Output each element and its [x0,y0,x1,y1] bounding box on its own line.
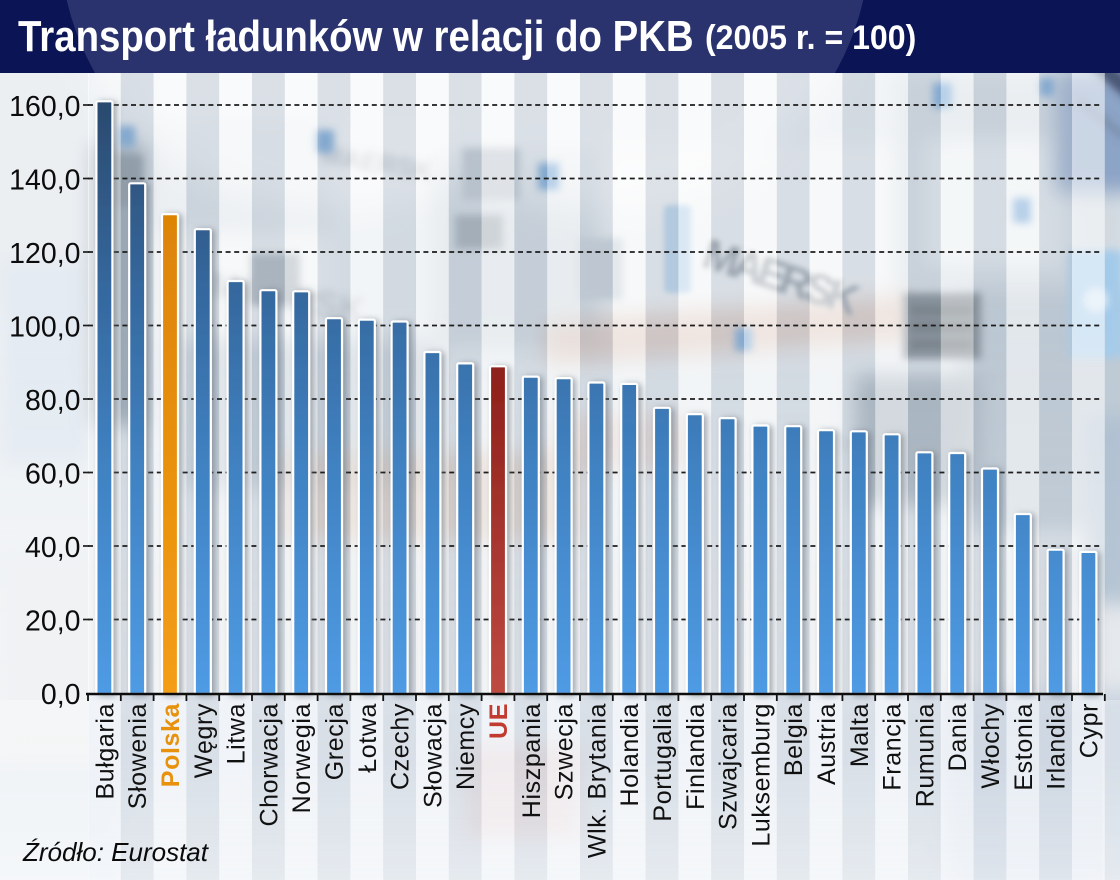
svg-text:Transport ładunków w relacji d: Transport ładunków w relacji do PKB [18,12,694,61]
svg-text:100,0: 100,0 [9,312,80,344]
svg-text:Luksemburg: Luksemburg [747,703,775,847]
svg-text:Norwegia: Norwegia [288,703,316,813]
svg-text:Bułgaria: Bułgaria [91,703,119,800]
svg-text:Niemcy: Niemcy [452,703,480,790]
svg-text:Polska: Polska [157,703,185,788]
svg-text:60,0: 60,0 [25,459,80,491]
svg-text:Austria: Austria [813,703,841,785]
svg-text:Czechy: Czechy [387,703,415,790]
svg-text:120,0: 120,0 [9,238,80,270]
svg-text:Francja: Francja [879,703,907,791]
svg-text:Chorwacja: Chorwacja [255,703,283,827]
svg-text:Belgia: Belgia [780,703,808,776]
svg-text:Finlandia: Finlandia [682,703,710,810]
svg-text:Włochy: Włochy [977,703,1005,789]
svg-text:Źródło: Eurostat: Źródło: Eurostat [22,837,210,867]
svg-text:Hiszpania: Hiszpania [518,703,546,818]
svg-text:40,0: 40,0 [25,532,80,564]
svg-text:Cypr: Cypr [1075,703,1103,758]
svg-text:Holandia: Holandia [616,703,644,806]
svg-text:Wlk. Brytania: Wlk. Brytania [583,703,611,858]
svg-text:160,0: 160,0 [9,91,80,123]
svg-text:Dania: Dania [944,703,972,771]
svg-text:140,0: 140,0 [9,165,80,197]
svg-text:Słowacja: Słowacja [419,703,447,808]
svg-text:Irlandia: Irlandia [1043,703,1071,790]
svg-text:Szwajcaria: Szwajcaria [715,703,743,830]
svg-text:Grecja: Grecja [321,703,349,780]
svg-text:(2005 r. = 100): (2005 r. = 100) [705,19,916,57]
svg-text:UE: UE [485,703,513,739]
svg-text:Słowenia: Słowenia [124,703,152,809]
svg-text:0,0: 0,0 [41,679,81,711]
svg-text:Estonia: Estonia [1010,703,1038,791]
svg-text:Rumunia: Rumunia [911,703,939,807]
svg-text:Węgry: Węgry [190,703,218,778]
svg-text:Szwecja: Szwecja [551,703,579,800]
svg-text:20,0: 20,0 [25,606,80,638]
svg-text:80,0: 80,0 [25,385,80,417]
svg-text:Litwa: Litwa [223,703,251,764]
svg-text:Portugalia: Portugalia [649,703,677,822]
svg-text:Malta: Malta [846,703,874,767]
svg-text:Łotwa: Łotwa [354,703,382,773]
